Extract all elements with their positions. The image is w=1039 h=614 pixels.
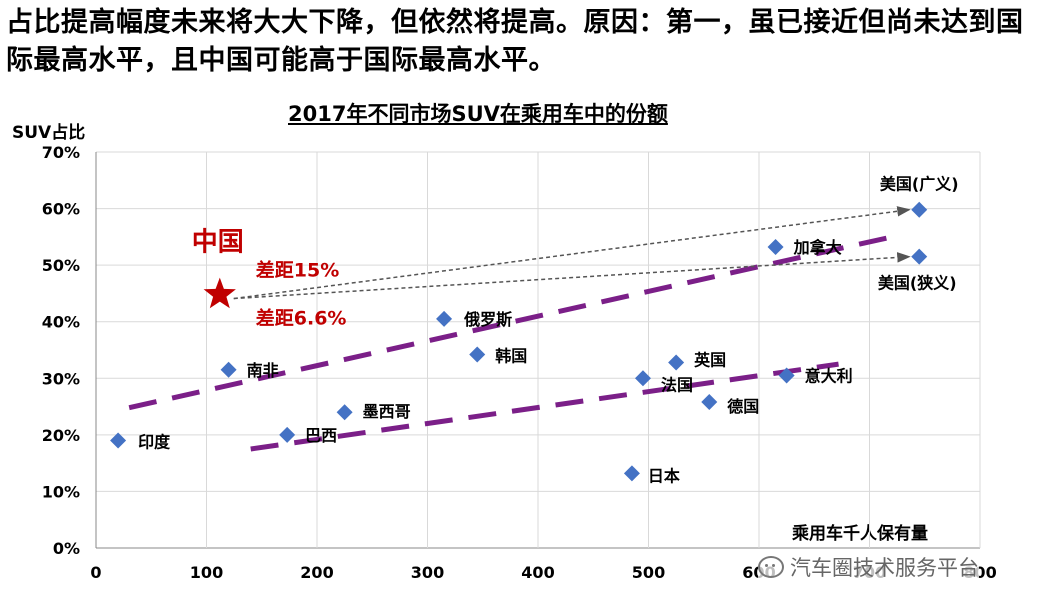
point-label: 巴西 xyxy=(305,426,337,445)
y-tick-label: 50% xyxy=(42,256,80,275)
china-star-icon xyxy=(203,277,236,309)
x-tick-label: 300 xyxy=(411,563,444,582)
data-point xyxy=(911,248,928,265)
y-axis-title: SUV占比 xyxy=(12,123,86,143)
point-label: 韩国 xyxy=(495,347,527,366)
wechat-icon xyxy=(758,556,784,578)
data-point xyxy=(469,346,486,363)
data-point xyxy=(778,367,795,384)
gap-arrow xyxy=(233,252,911,300)
data-point xyxy=(623,465,640,482)
x-tick-label: 200 xyxy=(300,563,333,582)
watermark: 汽车圈技术服务平台 xyxy=(758,552,979,582)
data-point xyxy=(220,361,237,378)
y-tick-label: 20% xyxy=(42,426,80,445)
point-label: 俄罗斯 xyxy=(463,310,512,329)
point-label: 南非 xyxy=(247,361,279,380)
data-point xyxy=(336,404,353,421)
data-point xyxy=(668,354,685,371)
china-label: 中国 xyxy=(192,228,244,258)
chart-title: 2017年不同市场SUV在乘用车中的份额 xyxy=(288,102,668,126)
y-tick-label: 60% xyxy=(42,200,80,219)
headline: 占比提高幅度未来将大大下降，但依然将提高。原因：第一，虽已接近但尚未达到国际最高… xyxy=(6,7,1024,76)
x-axis-title: 乘用车千人保有量 xyxy=(792,524,928,544)
x-tick-label: 100 xyxy=(190,563,223,582)
point-label: 日本 xyxy=(648,466,680,485)
y-tick-label: 30% xyxy=(42,369,80,388)
y-tick-label: 40% xyxy=(42,313,80,332)
data-point xyxy=(436,310,453,327)
point-label: 英国 xyxy=(693,350,726,369)
data-point xyxy=(767,239,784,256)
data-point xyxy=(911,201,928,218)
gap-annotation: 差距15% xyxy=(256,259,339,282)
data-point xyxy=(701,394,718,411)
watermark-text: 汽车圈技术服务平台 xyxy=(790,556,979,580)
x-tick-label: 400 xyxy=(521,563,554,582)
point-label: 美国(广义) xyxy=(880,175,959,194)
x-tick-label: 500 xyxy=(632,563,665,582)
point-label: 加拿大 xyxy=(793,238,842,257)
y-tick-label: 10% xyxy=(42,482,80,501)
point-label: 德国 xyxy=(727,397,759,416)
trend-line-lower xyxy=(250,361,839,452)
data-point xyxy=(634,370,651,387)
point-label: 意大利 xyxy=(805,366,853,385)
x-tick-label: 0 xyxy=(90,563,101,582)
point-label: 美国(狭义) xyxy=(878,274,957,293)
y-tick-label: 70% xyxy=(42,143,80,162)
point-label: 墨西哥 xyxy=(363,402,411,421)
data-point xyxy=(279,426,296,443)
gap-arrow xyxy=(233,206,911,300)
data-point xyxy=(110,432,127,449)
point-label: 法国 xyxy=(661,375,693,394)
y-tick-label: 0% xyxy=(53,539,80,558)
point-label: 印度 xyxy=(138,433,171,452)
gap-annotation: 差距6.6% xyxy=(256,307,347,330)
